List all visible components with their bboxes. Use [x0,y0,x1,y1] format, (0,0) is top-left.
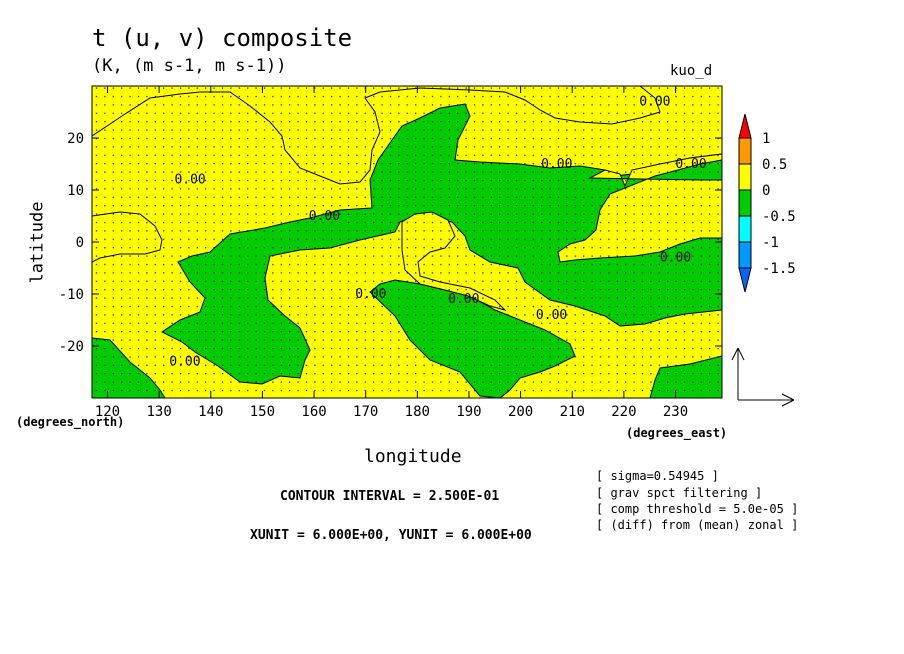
x-tick-label: 170 [353,404,378,420]
chart-units: (K, (m s-1, m s-1)) [92,56,287,76]
x-axis-label: longitude [364,446,462,467]
experiment-label: kuo_d [670,63,713,79]
x-tick-label: 180 [405,404,430,420]
colorbar-level-label: 0 [762,183,770,199]
colorbar-level-label: 0.5 [762,157,787,173]
colorbar-cyan [738,215,752,243]
contour-label: 0.00 [174,173,205,188]
contour-label: 0.00 [169,355,200,370]
colorbar-green [738,189,752,217]
x-tick-label: 160 [301,404,326,420]
colorbar-level-label: -1.5 [762,261,796,277]
contour-labels: 0.00 0.00 0.00 0.00 0.00 0.00 0.00 0.00 0.00 0.00 [169,95,706,370]
colorbar-labels: 1 0.5 0 -0.5 -1 -1.5 [762,131,796,277]
contour-label: 0.00 [536,308,567,323]
x-tick-label: 200 [508,404,533,420]
x-tick-label: 210 [560,404,585,420]
note-filtering: [ grav spct filtering ] [596,486,763,500]
contour-label: 0.00 [660,251,691,266]
colorbar-level-label: 1 [762,131,770,147]
x-tick-label: 150 [250,404,275,420]
y-tick-label: 0 [76,235,84,251]
vector-dots [92,86,722,398]
contour-plot [92,86,722,398]
x-axis-units: (degrees_east) [626,426,728,440]
y-tick-label: 20 [67,131,84,147]
contour-label: 0.00 [448,292,479,307]
chart-title: t (u, v) composite [92,24,353,52]
note-sigma: [ sigma=0.54945 ] [596,469,719,483]
x-axis-ticks: 120 130 140 150 160 170 180 190 200 210 220 230 [95,86,688,420]
reference-vector [731,347,795,407]
contour-label: 0.00 [639,95,670,110]
y-tick-label: 10 [67,183,84,199]
colorbar-yellow [738,163,752,191]
colorbar-orange [738,137,752,165]
colorbar-top-arrow [738,113,752,139]
y-axis-label: latitude [27,201,48,284]
colorbar-level-label: -0.5 [762,209,796,225]
contour-label: 0.00 [541,157,572,172]
colorbar-level-label: -1 [762,235,779,251]
y-axis-units: (degrees_north) [16,415,125,429]
vector-units-text: XUNIT = 6.000E+00, YUNIT = 6.000E+00 [250,528,532,543]
contour-label: 0.00 [355,287,386,302]
contour-interval-text: CONTOUR INTERVAL = 2.500E-01 [280,489,500,504]
colorbar [738,113,752,293]
x-tick-label: 130 [146,404,171,420]
colorbar-bottom-arrow [738,267,752,293]
y-tick-label: -20 [59,339,84,355]
contour-label: 0.00 [309,209,340,224]
contour-label: 0.00 [675,157,706,172]
x-tick-label: 120 [95,404,120,420]
colorbar-blue [738,241,752,269]
note-diff: [ (diff) from (mean) zonal ] [596,518,799,532]
x-tick-label: 190 [456,404,481,420]
y-tick-label: -10 [59,287,84,303]
x-tick-label: 140 [198,404,223,420]
note-threshold: [ comp threshold = 5.0e-05 ] [596,502,799,516]
x-tick-label: 220 [611,404,636,420]
x-tick-label: 230 [663,404,688,420]
y-axis-ticks: -20 -10 0 10 20 [59,131,722,355]
